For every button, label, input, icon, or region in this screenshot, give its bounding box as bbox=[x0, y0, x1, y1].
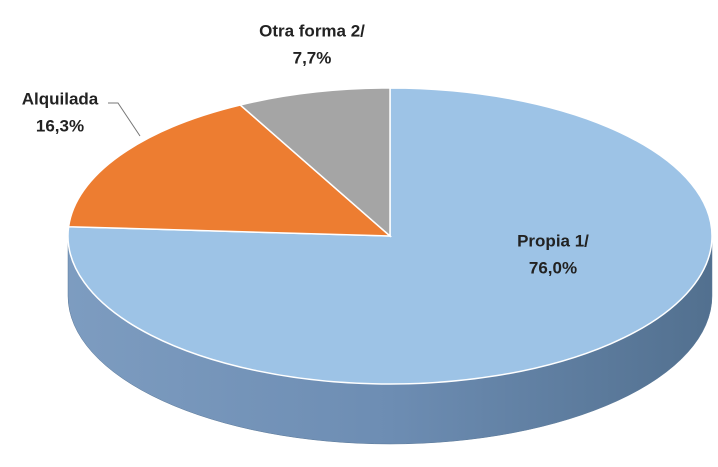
pie bbox=[67, 87, 713, 445]
leader-line bbox=[108, 102, 141, 137]
value-label: 7,7% bbox=[293, 48, 332, 67]
value-label: 76,0% bbox=[529, 258, 577, 277]
value-label: 16,3% bbox=[36, 116, 84, 135]
pie-slice bbox=[67, 104, 393, 237]
slice-label: Propia 1/ bbox=[517, 231, 589, 250]
slice-label: Otra forma 2/ bbox=[259, 21, 365, 40]
labels: Propia 1/76,0% Alquilada 16,3% Otra forma 2… bbox=[22, 21, 589, 277]
pie-slice bbox=[238, 87, 391, 238]
slice-label: Alquilada bbox=[22, 89, 99, 108]
